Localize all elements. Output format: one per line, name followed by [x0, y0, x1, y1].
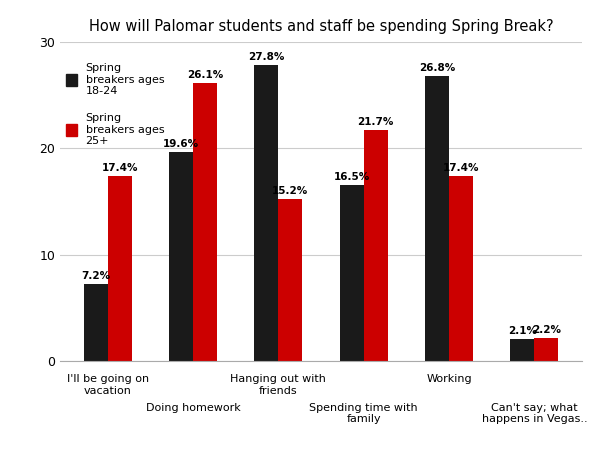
- Text: Can't say; what
happens in Vegas..: Can't say; what happens in Vegas..: [482, 403, 587, 424]
- Text: 19.6%: 19.6%: [163, 139, 199, 149]
- Bar: [278, 199, 302, 361]
- Bar: [193, 83, 217, 361]
- Bar: [84, 284, 107, 361]
- Legend: Spring
breakers ages
18-24, Spring
breakers ages
25+: Spring breakers ages 18-24, Spring break…: [65, 63, 164, 146]
- Bar: [254, 65, 278, 361]
- Bar: [535, 338, 558, 361]
- Bar: [511, 339, 535, 361]
- Text: Spending time with
family: Spending time with family: [310, 403, 418, 424]
- Text: 21.7%: 21.7%: [358, 117, 394, 127]
- Bar: [107, 176, 131, 361]
- Text: 7.2%: 7.2%: [81, 271, 110, 281]
- Bar: [425, 76, 449, 361]
- Text: I'll be going on
vacation: I'll be going on vacation: [67, 374, 149, 395]
- Bar: [449, 176, 473, 361]
- Text: 17.4%: 17.4%: [443, 163, 479, 173]
- Text: Hanging out with
friends: Hanging out with friends: [230, 374, 326, 395]
- Title: How will Palomar students and staff be spending Spring Break?: How will Palomar students and staff be s…: [89, 19, 553, 33]
- Text: 26.1%: 26.1%: [187, 70, 223, 80]
- Text: Doing homework: Doing homework: [146, 403, 241, 413]
- Text: 15.2%: 15.2%: [272, 186, 308, 196]
- Bar: [169, 152, 193, 361]
- Text: 16.5%: 16.5%: [334, 172, 370, 182]
- Text: 17.4%: 17.4%: [101, 163, 138, 173]
- Text: 26.8%: 26.8%: [419, 63, 455, 73]
- Text: 2.1%: 2.1%: [508, 325, 537, 336]
- Bar: [340, 186, 364, 361]
- Text: 2.2%: 2.2%: [532, 325, 561, 334]
- Text: Working: Working: [426, 374, 472, 384]
- Bar: [364, 130, 388, 361]
- Text: 27.8%: 27.8%: [248, 52, 284, 62]
